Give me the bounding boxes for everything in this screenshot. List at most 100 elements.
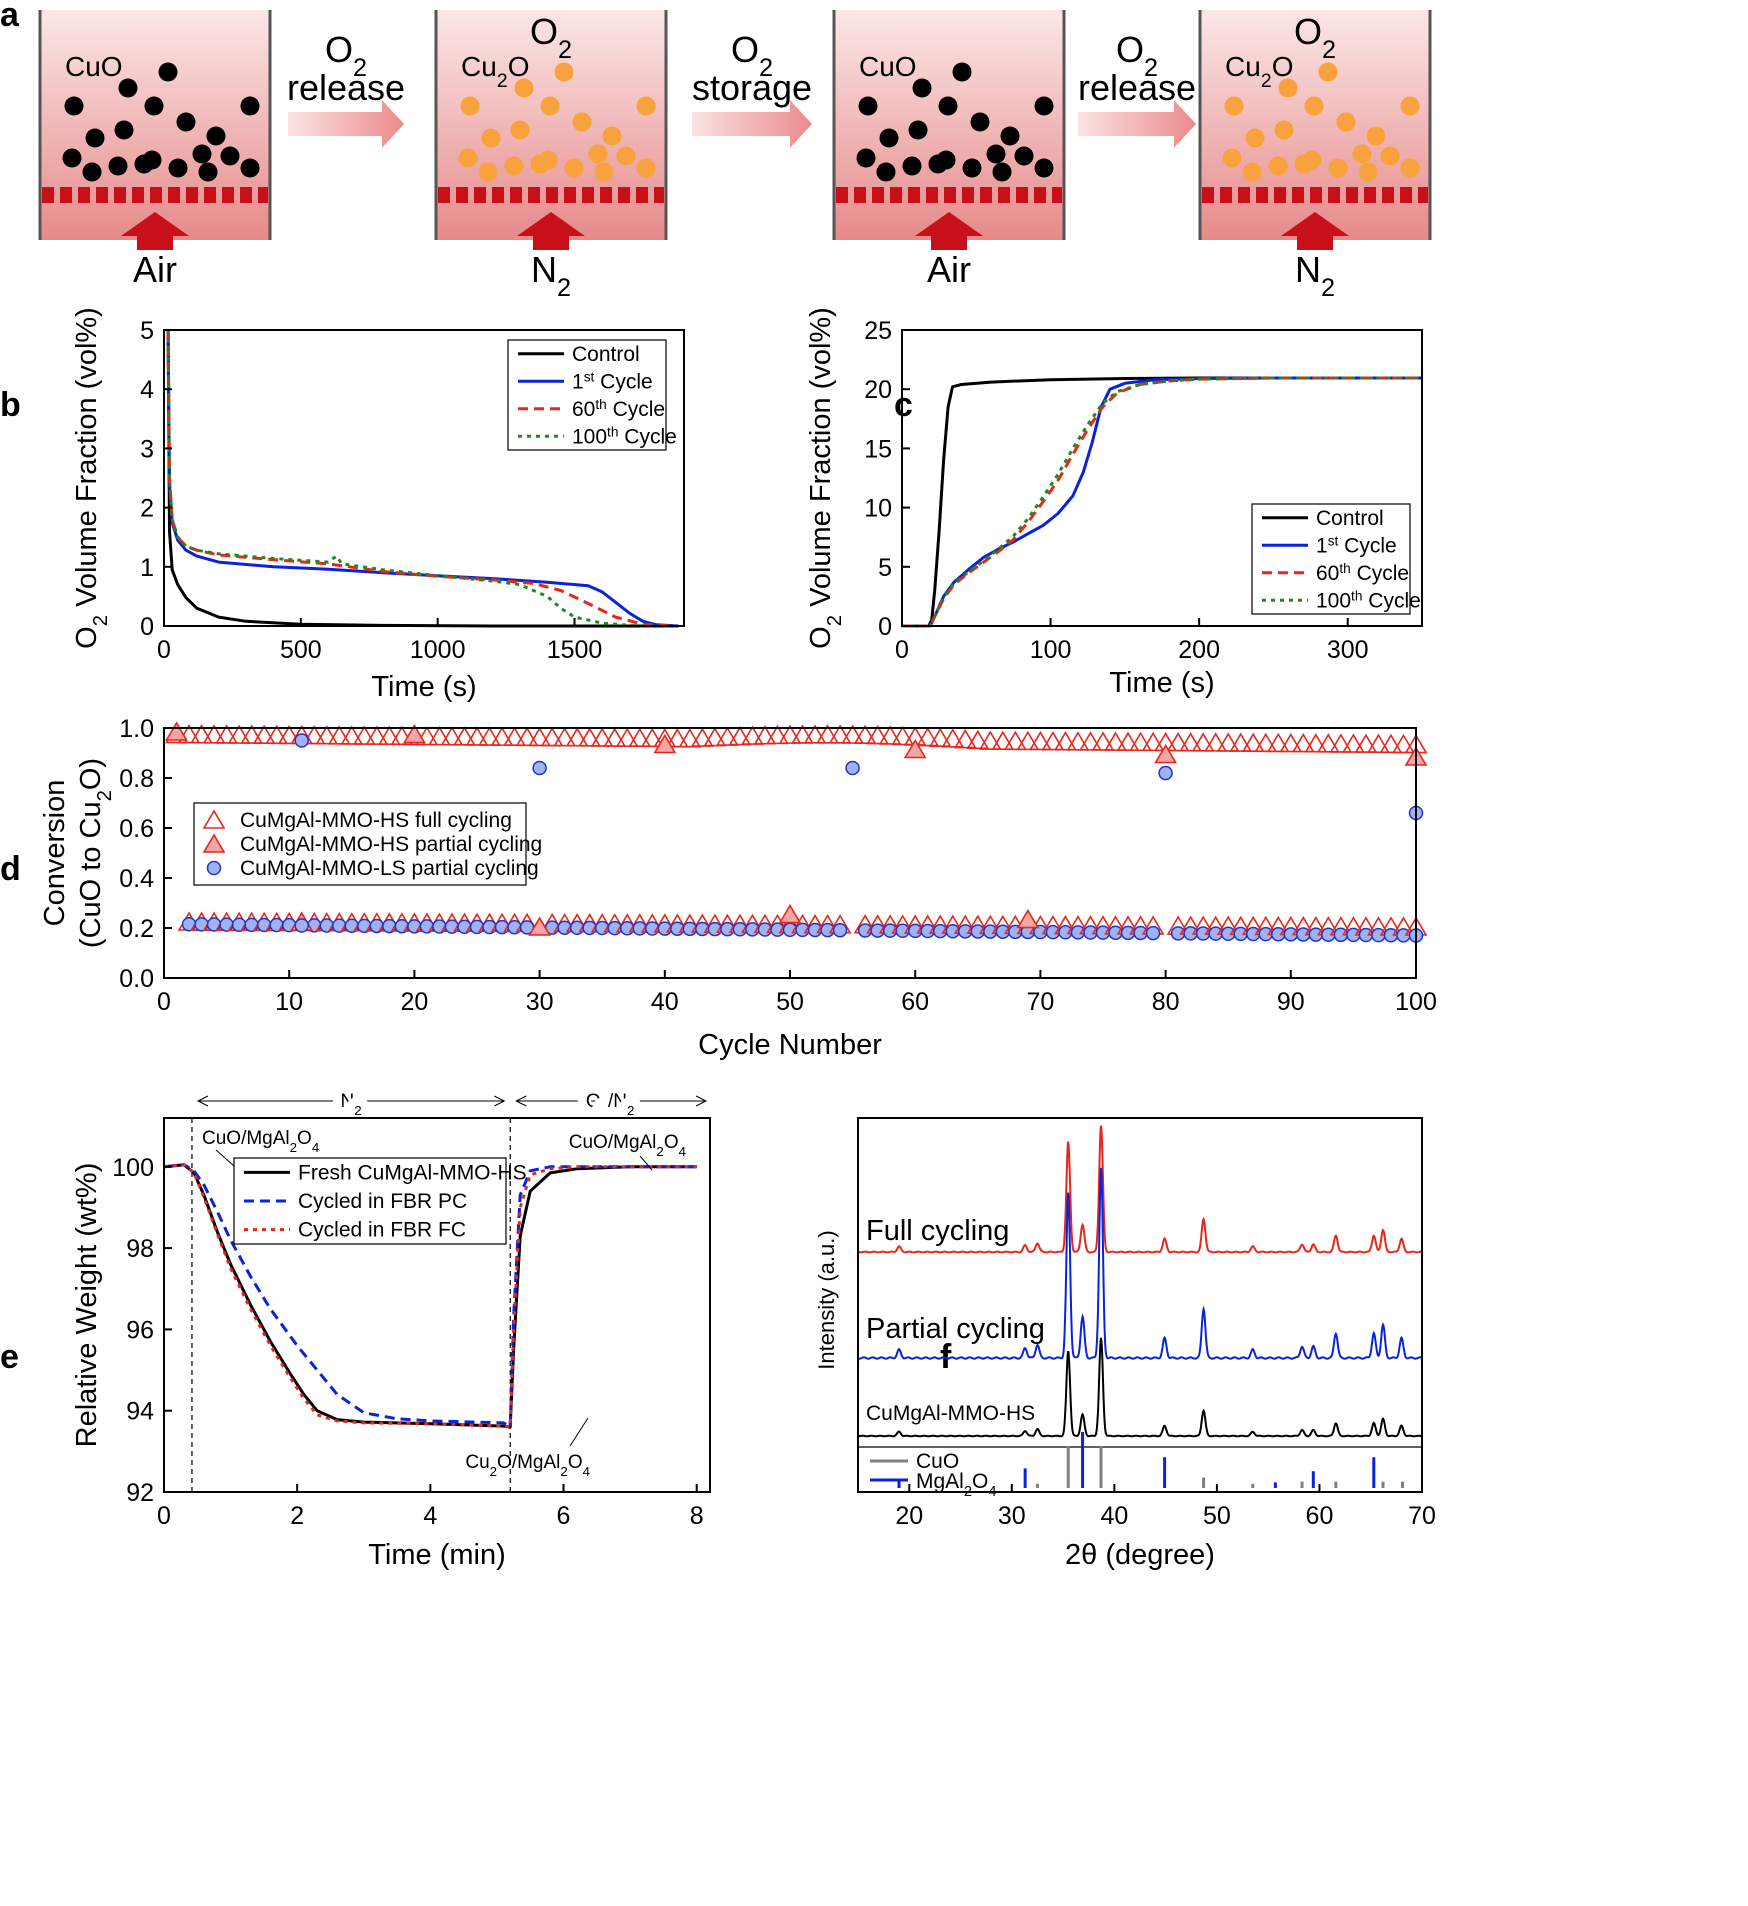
marker-hs-full: [1204, 732, 1228, 752]
marker-hs-full: [841, 724, 864, 744]
series-line: [902, 376, 1422, 628]
marker-hs-full: [490, 726, 514, 746]
marker-ls-partial: [1045, 924, 1061, 940]
marker-hs-full: [302, 725, 326, 745]
particle: [176, 112, 196, 132]
marker-ls-partial: [219, 917, 234, 932]
x-tick-label: 20: [895, 1502, 923, 1530]
marker-hs-full: [1291, 733, 1315, 753]
phase-arrow-head: [494, 1095, 506, 1107]
y-tick-label: 0.2: [119, 915, 154, 943]
marker-ls-partial: [958, 924, 973, 939]
y-tick-label: 1: [140, 554, 154, 582]
marker-hs-full: [1003, 730, 1027, 751]
x-tick-label: 40: [651, 988, 679, 1016]
legend-label: CuMgAl-MMO-HS partial cycling: [240, 833, 542, 856]
marker-hs-full: [1191, 732, 1215, 752]
particle: [952, 62, 972, 82]
particle: [992, 162, 1012, 182]
chart-d: 0 10 20 30 40 50 60 70 80 90 100 0.0 0.2 0.4 0.6 0.8 1.0…: [39, 715, 1437, 1061]
legend-label: Cycled in FBR FC: [298, 1219, 466, 1242]
x-axis-label: 2θ (degree): [1065, 1539, 1215, 1571]
marker-hs-full: [665, 727, 689, 748]
marker-hs-partial: [165, 721, 188, 741]
marker-hs-full: [515, 726, 539, 747]
marker-hs-full: [1216, 732, 1240, 752]
marker-hs-full: [465, 726, 489, 746]
ref-legend-label: CuO: [916, 1450, 959, 1473]
vessel-3: CuO Air: [832, 10, 1066, 290]
marker-hs-full: [1166, 732, 1190, 752]
marker-ls-partial: [845, 760, 860, 776]
process-arrow-shape: [288, 100, 404, 148]
process-arrow-shape: [1078, 100, 1196, 148]
x-tick-label: 0: [157, 1502, 171, 1530]
particle: [554, 62, 574, 82]
legend-label: 100th Cycle: [1316, 588, 1421, 613]
y-tick-label: 20: [864, 376, 892, 404]
x-tick-label: 2: [290, 1502, 304, 1530]
particle: [1358, 162, 1378, 182]
y-tick-label: 100: [112, 1154, 154, 1182]
particle: [114, 120, 134, 140]
marker-hs-full: [766, 724, 789, 745]
marker-ls-partial: [1108, 925, 1123, 940]
particle: [118, 78, 138, 98]
x-tick-label: 100: [1395, 988, 1437, 1016]
marker-hs-full: [240, 724, 264, 744]
marker-hs-full: [816, 724, 839, 744]
particle: [478, 162, 498, 182]
marker-hs-full: [377, 725, 401, 746]
particle: [564, 158, 584, 178]
process-arrow-shape: [692, 100, 812, 148]
marker-ls-partial: [832, 922, 848, 938]
y-tick-label: 0.8: [119, 765, 154, 793]
particle: [62, 148, 82, 168]
x-tick-label: 40: [1100, 1502, 1128, 1530]
y-tick-label: 3: [140, 435, 154, 463]
particle: [1034, 96, 1054, 116]
marker-hs-full: [753, 725, 777, 745]
x-tick-label: 80: [1152, 988, 1180, 1016]
particle: [962, 158, 982, 178]
x-tick-label: 0: [895, 636, 909, 664]
particle: [1245, 128, 1265, 148]
y-tick-label: 0.4: [119, 865, 154, 893]
x-axis-label: Time (s): [371, 671, 476, 703]
x-tick-label: 1000: [410, 636, 466, 664]
panel-letter-e: e: [0, 1338, 19, 1376]
chart-e: N2 O2/N2 0 2 4 6 8 92 94 96 98 100 Time (min) Relativ…: [71, 1082, 711, 1571]
marker-ls-partial: [1083, 925, 1098, 940]
xrd-series-label: CuMgAl-MMO-HS: [866, 1402, 1035, 1425]
marker-hs-full: [1367, 733, 1390, 753]
particle: [1222, 148, 1242, 168]
particle: [1000, 126, 1020, 146]
marker-hs-full: [1116, 731, 1140, 751]
marker-hs-full: [440, 726, 464, 746]
marker-ls-partial: [206, 917, 222, 932]
x-axis-label: Time (s): [1109, 667, 1214, 699]
y-tick-label: 4: [140, 376, 154, 404]
chart-b: 0 500 1000 1500 0 1 2 3 4 5 Time (s) O2 Volume Frac…: [71, 307, 685, 703]
particle: [1380, 146, 1400, 166]
marker-hs-partial: [1016, 908, 1040, 929]
xrd-series-label: Partial cycling: [866, 1313, 1045, 1345]
marker-hs-full: [853, 724, 877, 745]
particle: [879, 128, 899, 148]
marker-ls-partial: [294, 733, 309, 748]
marker-ls-partial: [194, 917, 209, 932]
marker-hs-full: [540, 726, 564, 747]
released-gas-label: O2: [1294, 11, 1336, 64]
xrd-pattern: [857, 1125, 1422, 1254]
x-tick-label: 10: [275, 988, 303, 1016]
marker-hs-full: [277, 724, 301, 745]
marker-hs-full: [828, 724, 852, 744]
y-axis-label: Intensity (a.u.): [814, 1230, 839, 1369]
phase-arrow-head: [515, 1095, 527, 1107]
series-line: [166, 329, 671, 628]
particle: [240, 96, 260, 116]
y-tick-label: 96: [126, 1316, 154, 1344]
